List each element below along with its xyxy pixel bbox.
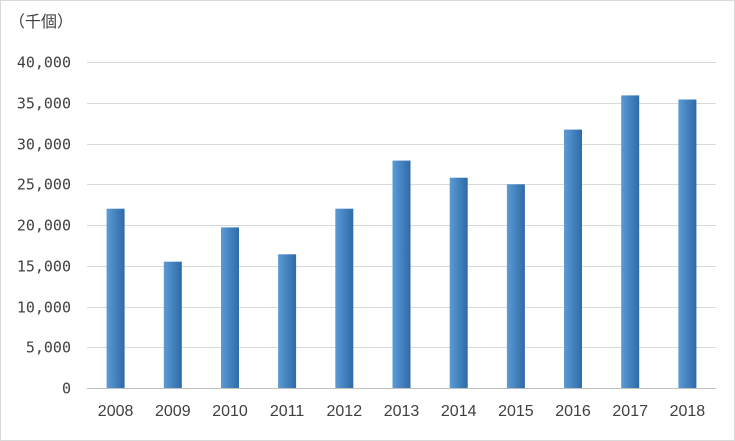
y-axis-tick-labels: 0 5,000 10,000 15,000 20,000 25,000 30,000 35,0…: [17, 54, 71, 398]
bar-2015: [506, 184, 525, 389]
x-tick-label: 2010: [212, 403, 248, 420]
y-tick-label: 5,000: [26, 339, 71, 357]
x-tick-label: 2012: [327, 403, 363, 420]
bar-2010: [221, 227, 239, 388]
x-tick-label: 2009: [155, 403, 191, 420]
x-axis-tick-labels: 2008 2009 2010 2011 2012 2013 2014 2015 2016 2017…: [98, 403, 705, 420]
bar-2013: [392, 160, 411, 388]
x-tick-label: 2014: [441, 403, 477, 420]
y-tick-label: 0: [62, 380, 71, 398]
y-axis-unit-label: （千個）: [9, 12, 73, 31]
y-tick-label: 20,000: [17, 217, 71, 235]
y-tick-label: 40,000: [17, 54, 71, 72]
x-tick-label: 2016: [555, 403, 591, 420]
bar-2012: [335, 208, 354, 388]
y-tick-label: 25,000: [17, 176, 71, 194]
x-tick-label: 2013: [384, 403, 420, 420]
bar-2009: [163, 261, 182, 388]
y-tick-label: 35,000: [17, 95, 71, 113]
bar-2018: [678, 99, 697, 388]
bar-2016: [564, 129, 582, 388]
bars: [106, 95, 697, 389]
x-tick-label: 2015: [498, 403, 534, 420]
bar-2014: [449, 177, 468, 388]
y-tick-label: 15,000: [17, 258, 71, 276]
y-tick-label: 30,000: [17, 136, 71, 154]
x-tick-label: 2008: [98, 403, 134, 420]
bar-2008: [106, 208, 125, 388]
x-tick-label: 2018: [670, 403, 706, 420]
x-tick-label: 2011: [270, 403, 305, 420]
y-tick-label: 10,000: [17, 299, 71, 317]
x-tick-label: 2017: [612, 403, 648, 420]
bar-2011: [278, 254, 297, 388]
bar-2017: [621, 95, 640, 389]
